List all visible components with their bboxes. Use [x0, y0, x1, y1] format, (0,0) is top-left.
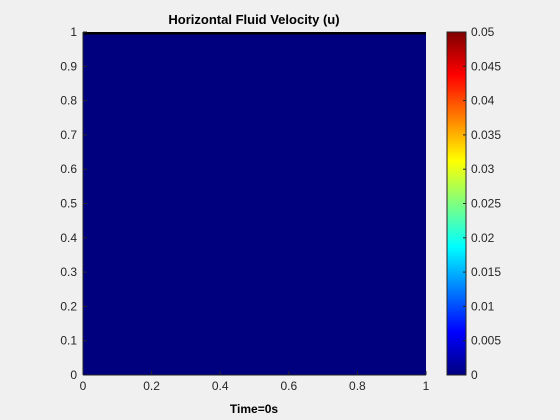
- main-axes: 0 0.2 0.4 0.6 0.8 1 0 0.1 0.2 0.3 0.4 0.5 0.6 0.7 0.8 0…: [60, 25, 429, 393]
- colorbar-tick-label: 0.005: [471, 334, 501, 348]
- colorbar-tick-label: 0.05: [471, 25, 495, 39]
- colorbar-tick-label: 0.03: [471, 162, 495, 176]
- y-tick-label: 0.4: [60, 231, 77, 245]
- y-tick-label: 0.6: [60, 162, 77, 176]
- y-tick-label: 0.1: [60, 334, 77, 348]
- x-tick-label: 0.2: [143, 379, 160, 393]
- y-tick-label: 0.7: [60, 128, 77, 142]
- x-tick-label: 0: [80, 379, 87, 393]
- colorbar-tick-label: 0.045: [471, 59, 501, 73]
- y-tick-label: 0.8: [60, 94, 77, 108]
- colorbar-tick-label: 0.04: [471, 94, 495, 108]
- y-tick-label: 1: [70, 25, 77, 39]
- x-axis-label: Time=0s: [230, 402, 278, 416]
- x-tick-label: 0.6: [280, 379, 297, 393]
- colorbar: 0 0.005 0.01 0.015 0.02 0.025 0.03 0.035 0.04 0.0…: [446, 25, 501, 382]
- x-tick-label: 1: [423, 379, 430, 393]
- colorbar-tick-label: 0.01: [471, 299, 495, 313]
- y-tick-label: 0.9: [60, 59, 77, 73]
- lid-velocity-band: [83, 32, 426, 35]
- colorbar-tick-label: 0.02: [471, 231, 495, 245]
- y-tick-label: 0.5: [60, 197, 77, 211]
- colorbar-tick-label: 0.035: [471, 128, 501, 142]
- x-tick-label: 0.8: [349, 379, 366, 393]
- colorbar-tick-label: 0: [471, 368, 478, 382]
- colorbar-tick-label: 0.025: [471, 197, 501, 211]
- y-tick-label: 0.3: [60, 265, 77, 279]
- colorbar-tick-label: 0.015: [471, 265, 501, 279]
- chart-title: Horizontal Fluid Velocity (u): [168, 12, 339, 27]
- y-tick-label: 0.2: [60, 299, 77, 313]
- x-tick-label: 0.4: [212, 379, 229, 393]
- velocity-field: [83, 32, 426, 375]
- y-tick-label: 0: [70, 368, 77, 382]
